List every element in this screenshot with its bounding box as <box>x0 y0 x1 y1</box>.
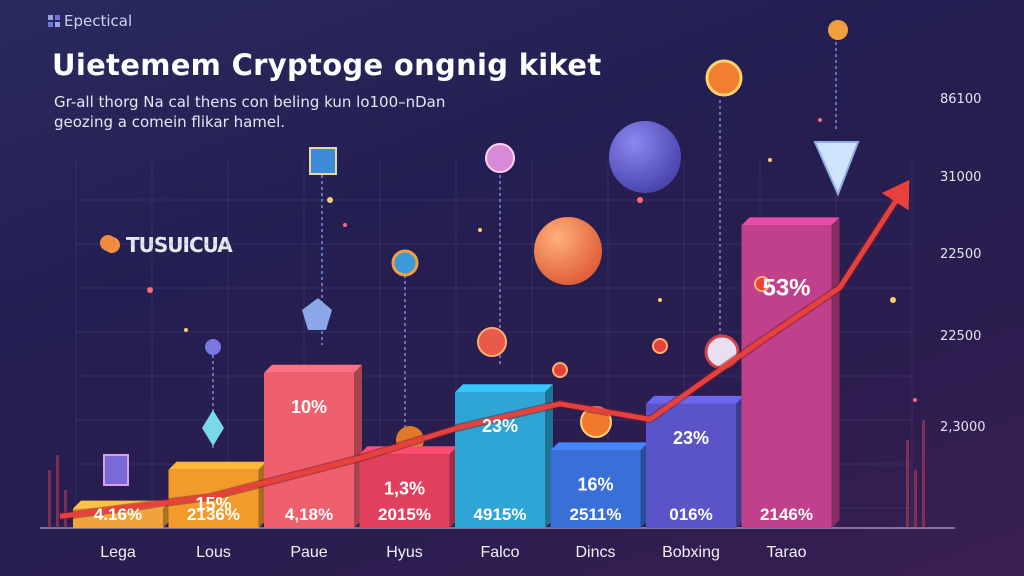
bars <box>73 217 840 529</box>
bar-top-label: 16% <box>577 474 613 494</box>
bar-top-face <box>455 384 553 393</box>
bar <box>359 454 450 528</box>
bar-bottom-label: 4915% <box>474 505 527 524</box>
cube-icon <box>302 298 332 330</box>
location-icon <box>477 327 507 357</box>
sparkle <box>147 287 153 293</box>
edge-bar <box>56 455 59 528</box>
bar-top-face <box>550 442 649 451</box>
brand-name: Epectical <box>64 12 133 30</box>
bar <box>741 225 832 529</box>
trend-line-path <box>59 185 908 519</box>
bar <box>550 450 641 528</box>
sparkle <box>343 223 347 227</box>
category-label: Tarao <box>766 544 806 561</box>
y-axis-ticks: 86100 31000 22500 22500 2,3000 <box>940 92 986 435</box>
orb-icon <box>205 339 221 355</box>
bar-bottom-label: 2146% <box>760 505 813 524</box>
sparkle <box>768 158 772 162</box>
planet-icon <box>534 217 602 285</box>
bar-top-face <box>646 395 744 404</box>
trend-arrow-head <box>881 179 910 211</box>
bar-side-face <box>831 217 840 529</box>
edge-bar <box>48 470 51 528</box>
trend-marker <box>652 338 668 354</box>
bar-top-label: 10% <box>291 397 327 417</box>
y-tick-label: 2,3000 <box>940 420 986 435</box>
bar-top-label: 23% <box>673 428 709 448</box>
bar-top-label: 15% <box>195 494 231 514</box>
category-label: Falco <box>480 544 519 561</box>
bar-top-face <box>264 364 362 373</box>
bar-top-label: 1,3% <box>384 478 425 498</box>
bar-bottom-label: 2511% <box>570 505 622 524</box>
y-tick-label: 31000 <box>940 170 981 185</box>
gem-icon <box>813 141 860 197</box>
category-label: Hyus <box>386 544 422 561</box>
side-label: TUSUICUA <box>104 233 233 257</box>
x-axis-categories: Lega Lous Paue Hyus Falco Dincs Bobxing Tarao <box>100 544 806 561</box>
sparkle <box>818 118 822 122</box>
trend-line <box>59 179 910 521</box>
brand-logo-icon <box>48 15 60 27</box>
bar-top-label: 23% <box>482 416 518 436</box>
dollar-coin-icon <box>705 59 743 97</box>
edge-bar <box>914 470 917 528</box>
sparkle <box>890 297 896 303</box>
category-label: Paue <box>290 544 327 561</box>
sparkle <box>913 398 917 402</box>
bar-top-label: 53% <box>762 274 810 301</box>
bar-top-face <box>168 461 267 470</box>
bar <box>646 403 736 528</box>
side-label-text: TUSUICUA <box>126 233 233 257</box>
category-label: Lous <box>196 544 231 561</box>
bar-bottom-label: 2136% <box>187 505 240 524</box>
sparkle <box>184 328 188 332</box>
category-label: Bobxing <box>662 544 720 561</box>
diamond-icon <box>202 410 224 446</box>
trend-marker <box>552 362 568 378</box>
sparkle <box>658 298 662 302</box>
chart-subtitle: Gr-all thorg Na cal thens con beling kun… <box>54 93 446 131</box>
bar-bottom-label: 4.16% <box>94 505 142 524</box>
y-tick-label: 22500 <box>940 329 981 344</box>
sparkle <box>327 197 333 203</box>
bar-labels: 4.16% 15%2136% 10% 4,18% 1,3% 2015% 23% 4915% 16… <box>94 274 813 524</box>
edge-bar <box>922 420 925 528</box>
planet-icon <box>609 121 681 193</box>
brand: Epectical <box>48 12 132 30</box>
chart-title: Uietemem Cryptoge ongnig kiket <box>52 48 602 82</box>
edge-bar <box>906 440 909 528</box>
y-tick-label: 22500 <box>940 247 981 262</box>
bar-bottom-label: 2015% <box>378 505 431 524</box>
bar-bottom-label: 016% <box>669 505 712 524</box>
globe-icon <box>391 249 419 277</box>
gem-icon <box>485 143 515 173</box>
box-icon <box>309 147 337 175</box>
edge-bar <box>64 490 67 528</box>
sparkle <box>478 228 482 232</box>
bar <box>264 372 354 528</box>
orb-icon <box>100 235 116 251</box>
bar-top-face <box>741 217 840 226</box>
category-label: Dincs <box>575 544 615 561</box>
trend-marker <box>754 276 770 292</box>
rocket-icon <box>828 20 848 40</box>
bar-bottom-label: 4,18% <box>285 505 333 524</box>
sparkle <box>637 197 643 203</box>
y-tick-label: 86100 <box>940 92 981 107</box>
category-label: Lega <box>100 544 136 561</box>
phone-icon <box>103 454 129 486</box>
